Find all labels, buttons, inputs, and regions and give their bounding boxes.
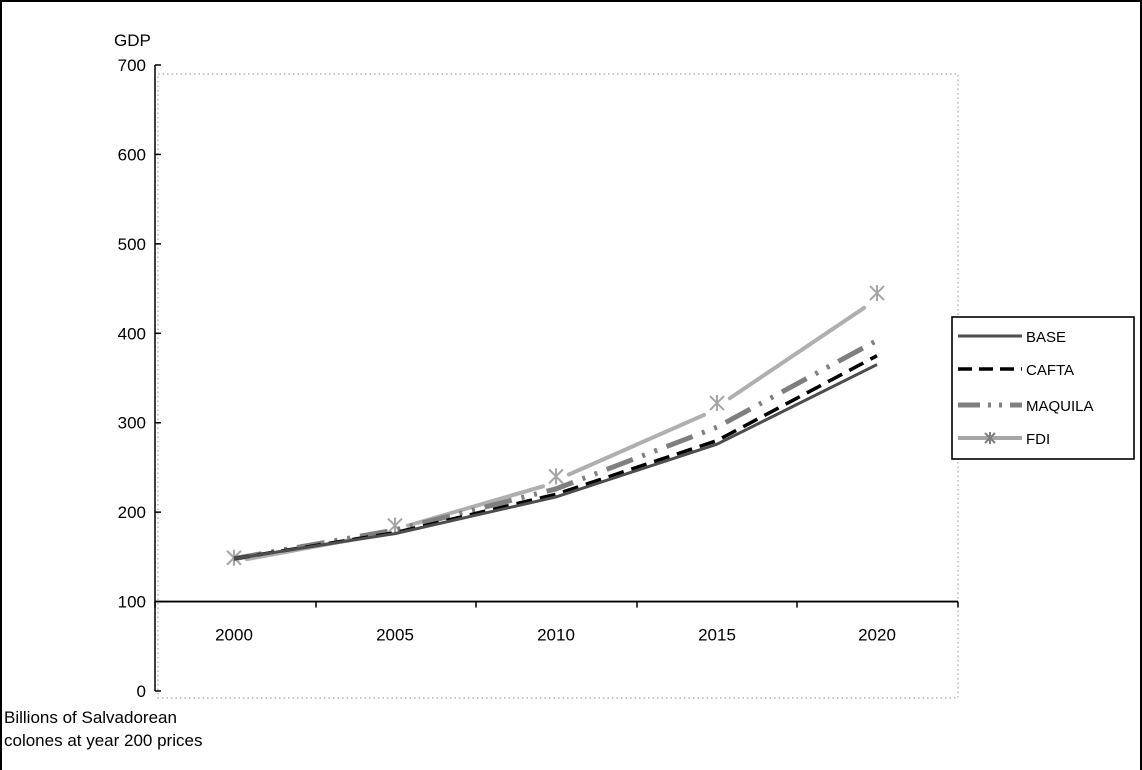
legend-label-cafta: CAFTA xyxy=(1026,362,1074,379)
series-layer xyxy=(226,285,885,566)
axes: 0 100 200 300 400 500 600 700 2000 2005 2010 2015 20… xyxy=(118,56,959,701)
legend-item-maquila: MAQUILA xyxy=(958,398,1094,415)
x-tick-label: 2010 xyxy=(537,626,575,645)
x-tick-label: 2000 xyxy=(215,626,253,645)
legend-label-base: BASE xyxy=(1026,329,1066,346)
units-note-line-1: Billions of Salvadorean xyxy=(4,708,177,727)
legend-item-cafta: CAFTA xyxy=(958,362,1074,379)
units-note-line-2: colones at year 200 prices xyxy=(4,731,202,750)
y-tick-label: 0 xyxy=(137,682,146,701)
y-axis-label: GDP xyxy=(114,31,151,50)
legend: BASE CAFTA MAQUILA FDI xyxy=(951,316,1135,460)
y-tick-label: 300 xyxy=(118,414,146,433)
series-line-base xyxy=(233,363,878,561)
x-tick-label: 2005 xyxy=(376,626,414,645)
y-tick-label: 400 xyxy=(118,324,146,343)
y-tick-label: 600 xyxy=(118,145,146,164)
point-fdi-2015 xyxy=(709,395,725,412)
plot-area xyxy=(157,73,959,699)
legend-item-fdi: FDI xyxy=(958,431,1050,448)
point-fdi-2010 xyxy=(548,468,564,485)
legend-item-base: BASE xyxy=(958,329,1066,346)
series-line-fdi xyxy=(244,305,867,562)
x-tick-label: 2015 xyxy=(698,626,736,645)
legend-marker-fdi xyxy=(984,432,996,444)
legend-label-maquila: MAQUILA xyxy=(1026,398,1094,415)
point-fdi-2020 xyxy=(869,285,885,302)
y-tick-label: 700 xyxy=(118,56,146,75)
x-tick-label: 2020 xyxy=(858,626,896,645)
y-tick-label: 200 xyxy=(118,503,146,522)
y-tick-label: 100 xyxy=(118,593,146,612)
series-line-cafta xyxy=(233,354,878,561)
legend-label-fdi: FDI xyxy=(1026,431,1050,448)
series-line-maquila xyxy=(233,338,879,562)
legend-box xyxy=(951,316,1135,460)
y-tick-label: 500 xyxy=(118,235,146,254)
